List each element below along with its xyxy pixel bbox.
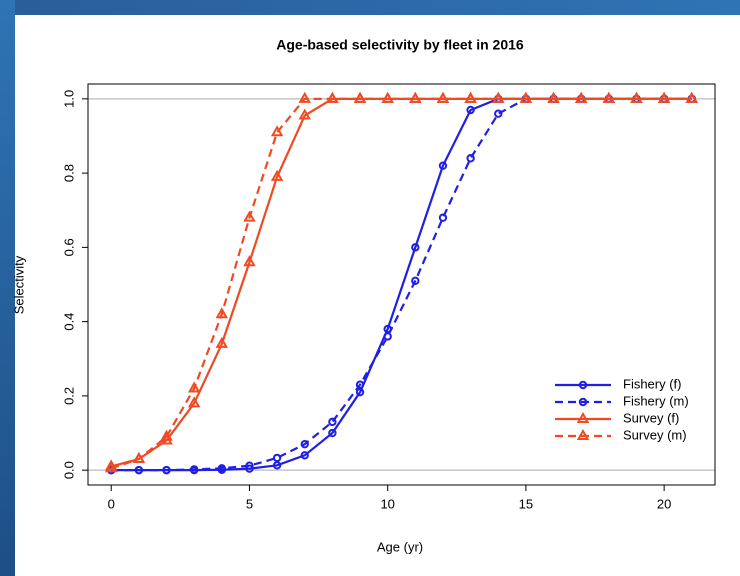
- marker: [657, 91, 671, 103]
- marker: [464, 91, 477, 103]
- series-line: [111, 97, 692, 472]
- marker: [578, 397, 588, 407]
- marker: [381, 91, 394, 103]
- marker: [411, 276, 420, 285]
- y-tick-label: 1.0: [61, 90, 76, 108]
- y-tick-label: 0.8: [61, 164, 76, 182]
- slide-frame: [0, 0, 740, 15]
- x-axis-label: Age (yr): [377, 539, 423, 554]
- marker: [353, 91, 367, 103]
- marker: [298, 108, 311, 120]
- marker: [270, 125, 284, 137]
- marker: [630, 91, 643, 103]
- marker: [411, 243, 420, 252]
- marker: [105, 461, 118, 473]
- marker: [438, 161, 448, 170]
- marker: [134, 465, 144, 475]
- chart-title: Age-based selectivity by fleet in 2016: [276, 37, 524, 53]
- series-line: [110, 97, 692, 468]
- marker: [160, 429, 173, 441]
- marker: [492, 91, 505, 103]
- marker: [574, 91, 588, 103]
- x-tick-label: 0: [108, 496, 115, 511]
- marker: [602, 91, 616, 103]
- marker: [685, 91, 698, 103]
- marker: [215, 307, 229, 319]
- marker: [326, 91, 339, 103]
- legend-label: Survey (m): [623, 427, 687, 442]
- marker: [298, 91, 311, 103]
- marker: [300, 439, 309, 449]
- slide-frame: [0, 0, 15, 576]
- marker: [243, 210, 256, 222]
- x-tick-label: 10: [380, 496, 394, 511]
- y-tick-label: 0.4: [61, 313, 76, 331]
- series-line: [110, 97, 692, 470]
- x-tick-label: 15: [519, 496, 533, 511]
- marker: [272, 461, 282, 470]
- marker: [466, 154, 475, 163]
- plot-frame: [87, 83, 716, 486]
- marker: [300, 451, 309, 460]
- marker: [187, 381, 201, 393]
- marker: [494, 109, 503, 118]
- marker: [243, 255, 256, 267]
- y-axis-label: Selectivity: [11, 255, 26, 314]
- marker: [438, 213, 448, 222]
- marker: [466, 105, 475, 115]
- marker: [328, 428, 337, 438]
- legend-label: Fishery (f): [623, 376, 682, 391]
- legend-label: Survey (f): [623, 410, 679, 425]
- marker: [409, 91, 422, 103]
- y-tick-label: 0.6: [61, 238, 76, 256]
- marker: [187, 396, 201, 408]
- marker: [272, 453, 282, 463]
- x-tick-label: 5: [246, 496, 253, 511]
- y-tick-label: 0.0: [61, 461, 76, 479]
- marker: [578, 380, 588, 390]
- marker: [245, 461, 254, 470]
- marker: [189, 465, 199, 474]
- marker: [436, 91, 450, 103]
- marker: [245, 464, 254, 473]
- marker: [383, 332, 392, 341]
- marker: [355, 380, 365, 389]
- series-line: [111, 97, 692, 472]
- marker: [270, 169, 284, 181]
- marker: [576, 428, 590, 440]
- marker: [215, 336, 229, 348]
- y-tick-label: 0.2: [61, 387, 76, 405]
- marker: [328, 417, 337, 427]
- x-tick-label: 20: [657, 496, 671, 511]
- marker: [217, 464, 227, 473]
- marker: [547, 91, 560, 103]
- legend-label: Fishery (m): [623, 393, 689, 408]
- marker: [132, 451, 146, 464]
- marker: [519, 91, 533, 103]
- marker: [355, 387, 365, 397]
- marker: [162, 465, 171, 475]
- marker: [576, 411, 590, 423]
